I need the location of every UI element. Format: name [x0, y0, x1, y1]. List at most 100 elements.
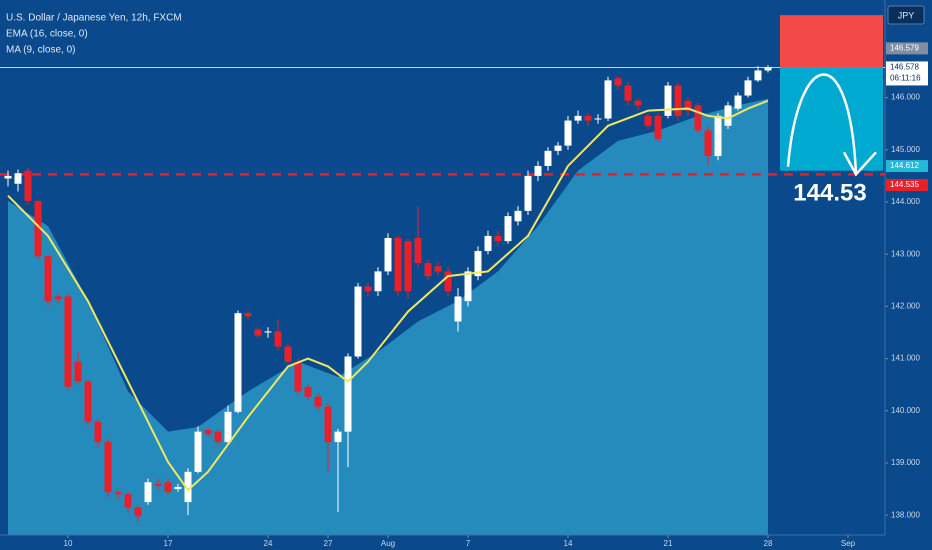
x-tick-label: Sep: [841, 539, 856, 548]
y-tick-label: 141.000: [891, 354, 920, 363]
chart-title: U.S. Dollar / Japanese Yen, 12h, FXCM: [6, 13, 182, 24]
y-tick-label: 138.000: [891, 510, 920, 519]
last-price-tag: [886, 61, 928, 86]
price-tag: [886, 179, 928, 192]
candle-body: [64, 296, 72, 387]
candle-body: [394, 238, 402, 292]
candle-body: [304, 386, 312, 397]
candle-body: [454, 296, 462, 322]
candle-body: [314, 396, 322, 407]
candle-body: [584, 115, 592, 121]
candle-body: [694, 105, 702, 131]
candle-body: [204, 430, 212, 434]
plot-area: [0, 0, 888, 538]
candle-body: [534, 165, 542, 176]
candle-body: [434, 266, 442, 272]
candle-body: [234, 313, 242, 412]
candle-body: [594, 118, 602, 120]
x-tick-label: 28: [764, 539, 773, 548]
candle-body: [84, 381, 92, 422]
candle-body: [674, 85, 682, 116]
currency[interactable]: JPY: [898, 10, 915, 20]
x-tick-label: 27: [324, 539, 333, 548]
x-tick-label: 24: [264, 539, 273, 548]
countdown: 06:11:16: [890, 74, 921, 83]
candle-body: [324, 406, 332, 443]
candle-body: [764, 67, 772, 71]
candle-body: [424, 263, 432, 277]
candle-body: [214, 431, 222, 443]
y-tick-label: 146.000: [891, 93, 920, 102]
candle-body: [734, 95, 742, 109]
candle-body: [634, 100, 642, 106]
candle-body: [174, 486, 182, 490]
candle-body: [604, 80, 612, 119]
candle-body: [504, 216, 512, 242]
y-tick-label: 144.000: [891, 197, 920, 206]
candle-body: [254, 329, 262, 336]
target-label: 144.53: [793, 180, 866, 207]
ma-area: [8, 98, 768, 536]
candle-body: [464, 271, 472, 302]
candle-body: [74, 361, 82, 382]
candle-body: [334, 431, 342, 443]
candle-body: [4, 175, 12, 179]
candle-body: [644, 115, 652, 126]
candle-body: [184, 471, 192, 503]
candle-body: [144, 482, 152, 503]
candle-body: [544, 150, 552, 166]
candle-body: [374, 271, 382, 292]
candle-body: [524, 175, 532, 211]
candle-body: [134, 507, 142, 517]
candle-body: [664, 85, 672, 116]
candle-body: [714, 115, 722, 157]
candle-body: [154, 483, 162, 486]
currency-box[interactable]: [887, 5, 925, 25]
y-tick-label: 143.000: [891, 249, 920, 258]
price-tag-label: 146.579: [890, 43, 919, 52]
indicator-label: MA (9, close, 0): [6, 45, 75, 56]
zone: [780, 67, 883, 171]
candle-body: [574, 115, 582, 121]
candle-body: [274, 331, 282, 347]
candle-body: [654, 115, 662, 139]
candle-body: [354, 286, 362, 357]
candle-body: [104, 442, 112, 493]
arrow-head: [842, 151, 877, 177]
candle-body: [404, 241, 412, 292]
x-tick-label: Aug: [381, 539, 395, 548]
y-tick-label: 142.000: [891, 301, 920, 310]
candle-body: [554, 145, 562, 151]
candle-body: [54, 296, 62, 300]
candle-body: [124, 494, 132, 508]
x-tick-label: 17: [164, 539, 173, 548]
candle-body: [264, 331, 272, 333]
candle-body: [94, 421, 102, 443]
candle-body: [484, 235, 492, 252]
candle-body: [414, 238, 422, 264]
candle-body: [384, 238, 392, 272]
candle-body: [294, 361, 302, 392]
candle-body: [724, 105, 732, 126]
price-tag-label: 144.535: [890, 180, 919, 189]
candle-body: [364, 286, 372, 292]
ema-line: [7, 99, 769, 492]
x-tick-label: 14: [564, 539, 573, 548]
arrow-curve: [786, 73, 858, 175]
candle-body: [14, 173, 22, 184]
candle-body: [624, 85, 632, 101]
candle-body: [514, 210, 522, 222]
candle-body: [744, 80, 752, 96]
price-tag-label: 144.612: [890, 161, 919, 170]
x-tick-label: 10: [64, 539, 73, 548]
y-tick-label: 140.000: [891, 406, 920, 415]
candle-body: [194, 431, 202, 472]
candle-body: [564, 120, 572, 146]
candle-body: [114, 492, 122, 495]
candle-body: [684, 100, 692, 111]
price-tag: [886, 42, 928, 55]
candle-body: [34, 200, 42, 257]
x-tick-label: 7: [466, 539, 471, 548]
candle-body: [704, 130, 712, 157]
